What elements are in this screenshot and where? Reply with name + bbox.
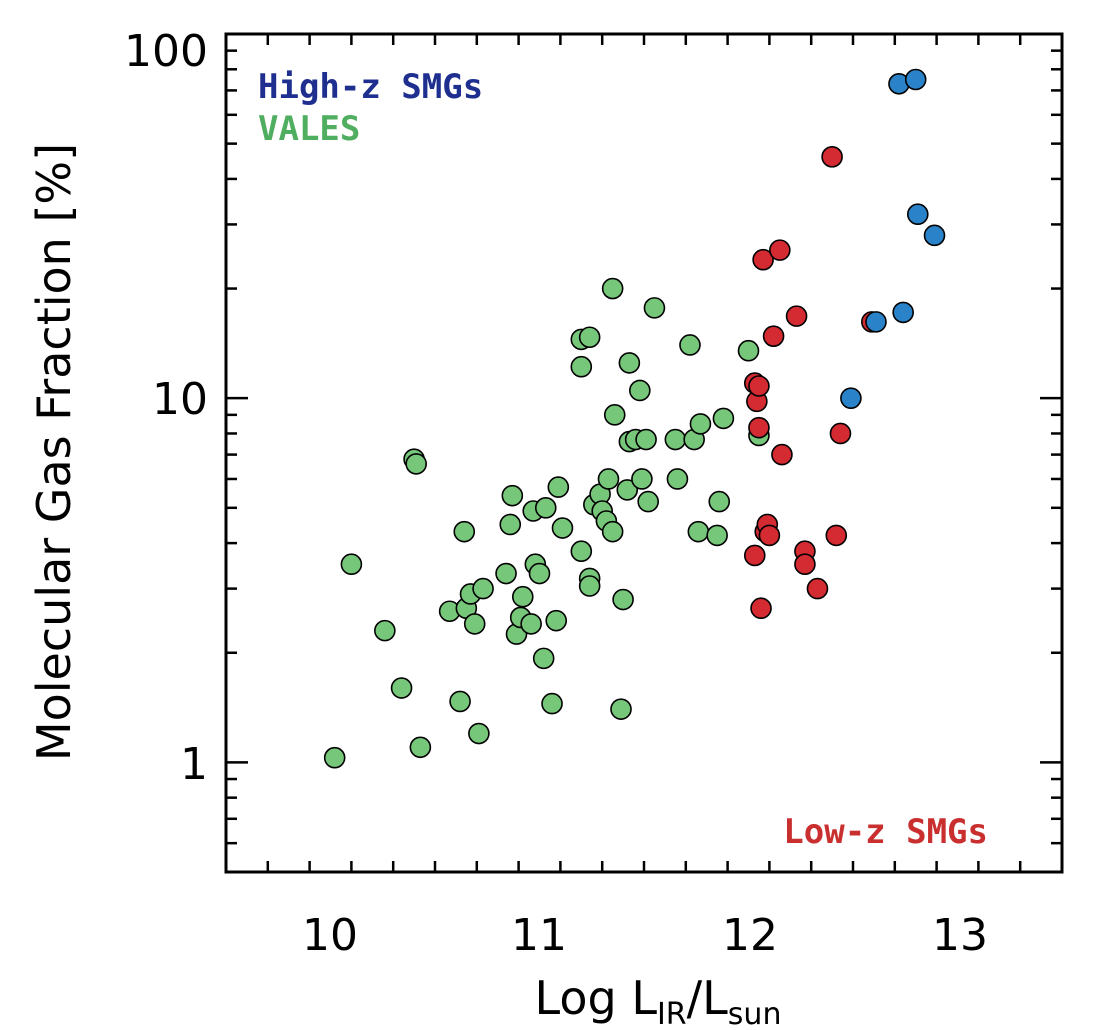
x-axis-label-sub-sun: sun	[728, 997, 782, 1030]
point-vales	[511, 585, 534, 608]
point-vales	[468, 722, 490, 745]
point-vales	[618, 352, 641, 374]
point-vales	[374, 619, 396, 642]
plot-frame	[224, 32, 1064, 874]
point-low-z-smgs	[748, 416, 770, 439]
point-low-z-smgs	[769, 239, 791, 261]
point-vales	[610, 698, 632, 720]
point-vales	[453, 520, 476, 543]
point-low-z-smgs	[829, 422, 852, 445]
point-low-z-smgs	[750, 597, 772, 620]
point-vales	[616, 479, 639, 501]
point-low-z-smgs	[821, 146, 843, 168]
point-vales	[737, 339, 760, 362]
x-axis-label-main: Log L	[535, 971, 658, 1025]
point-vales	[547, 476, 570, 498]
point-vales	[570, 540, 593, 563]
x-axis-label-sub-ir: IR	[657, 997, 687, 1030]
point-vales	[603, 404, 626, 426]
point-vales	[601, 277, 624, 300]
point-vales	[545, 609, 568, 632]
point-vales	[689, 413, 712, 435]
point-vales	[323, 746, 346, 769]
point-vales	[635, 428, 657, 451]
point-vales	[534, 497, 557, 519]
point-vales	[499, 513, 522, 536]
point-vales	[687, 520, 710, 543]
point-vales	[578, 326, 601, 349]
point-vales	[629, 379, 651, 402]
x-tick-label-12: 12	[722, 910, 778, 961]
point-vales	[570, 355, 593, 378]
y-tick-label-10: 10	[152, 374, 208, 425]
point-vales	[463, 613, 486, 635]
point-vales	[501, 484, 524, 507]
point-vales	[405, 453, 427, 475]
x-axis-label: Log LIR/Lsun	[535, 971, 782, 1030]
x-tick-label-11: 11	[511, 910, 567, 961]
point-vales	[390, 677, 413, 699]
x-tick-label-10: 10	[302, 910, 358, 961]
point-vales	[409, 736, 432, 759]
point-low-z-smgs	[758, 524, 781, 547]
legend-high-z-smgs: High-z SMGs	[258, 67, 483, 107]
point-low-z-smgs	[794, 553, 816, 576]
point-vales	[631, 468, 653, 490]
legend-low-z-smgs: Low-z SMGs	[783, 812, 988, 852]
point-low-z-smgs	[771, 443, 793, 466]
point-vales	[708, 490, 731, 513]
point-vales	[664, 428, 687, 451]
point-vales	[679, 334, 701, 356]
point-vales	[520, 613, 542, 635]
point-high-z-smgs	[865, 311, 887, 333]
point-high-z-smgs	[904, 68, 927, 91]
point-low-z-smgs	[825, 524, 848, 547]
x-tick-label-13: 13	[932, 910, 988, 961]
point-vales	[495, 562, 517, 585]
point-vales	[712, 407, 735, 430]
point-low-z-smgs	[752, 248, 774, 271]
legend-vales: VALES	[258, 109, 360, 149]
point-vales	[601, 520, 624, 543]
point-vales	[472, 577, 494, 600]
point-low-z-smgs	[806, 577, 829, 600]
point-high-z-smgs	[892, 301, 914, 324]
point-vales	[532, 647, 555, 670]
point-vales	[578, 575, 601, 597]
point-high-z-smgs	[906, 203, 929, 226]
point-high-z-smgs	[923, 224, 946, 247]
point-vales	[637, 490, 659, 513]
point-vales	[340, 553, 363, 576]
y-tick-label-100: 100	[124, 26, 208, 77]
point-vales	[666, 468, 689, 490]
point-low-z-smgs	[762, 325, 785, 347]
point-vales	[706, 524, 728, 547]
axis-ticks	[226, 34, 1062, 872]
x-axis-label-mid: /L	[687, 971, 728, 1025]
y-axis-label: Molecular Gas Fraction [%]	[27, 143, 81, 761]
point-vales	[643, 297, 666, 319]
point-vales	[541, 692, 563, 715]
point-low-z-smgs	[743, 544, 766, 567]
point-low-z-smgs	[785, 305, 808, 327]
point-vales	[551, 517, 574, 539]
data-points	[323, 68, 946, 769]
point-vales	[597, 468, 620, 490]
point-high-z-smgs	[840, 387, 862, 409]
point-vales	[528, 562, 551, 585]
y-tick-label-1: 1	[180, 739, 208, 790]
point-low-z-smgs	[748, 375, 770, 397]
point-vales	[612, 588, 634, 611]
point-vales	[449, 690, 471, 713]
